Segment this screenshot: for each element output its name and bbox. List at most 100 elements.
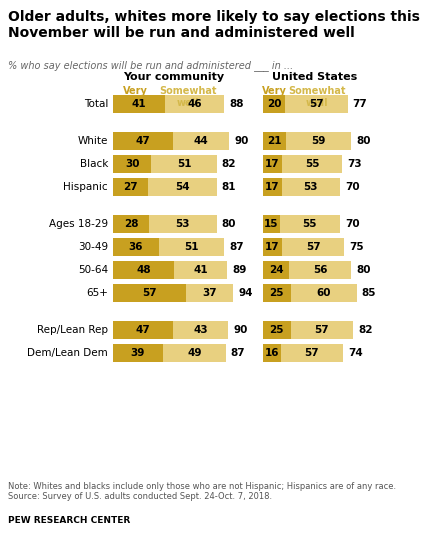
Text: 17: 17 [265, 242, 280, 252]
Text: 73: 73 [347, 159, 362, 169]
Text: United States: United States [272, 72, 357, 82]
Text: 17: 17 [265, 159, 280, 169]
Text: 15: 15 [264, 219, 279, 229]
Text: 59: 59 [312, 136, 326, 146]
Text: Your community: Your community [123, 72, 224, 82]
Text: 37: 37 [203, 288, 217, 298]
Text: 57: 57 [305, 348, 319, 358]
Text: 55: 55 [305, 159, 319, 169]
Bar [281, 344, 343, 362]
Text: 36: 36 [129, 242, 143, 252]
Text: Dem/Lean Dem: Dem/Lean Dem [27, 348, 108, 358]
Text: 17: 17 [265, 182, 280, 192]
Bar [263, 95, 285, 113]
Text: 44: 44 [194, 136, 209, 146]
Text: 39: 39 [131, 348, 145, 358]
Text: 27: 27 [123, 182, 138, 192]
Bar [263, 344, 281, 362]
Text: Black: Black [80, 159, 108, 169]
Text: 87: 87 [229, 242, 244, 252]
Text: 47: 47 [136, 325, 150, 335]
Text: 90: 90 [233, 325, 248, 335]
Bar [113, 215, 149, 233]
Text: 57: 57 [309, 99, 324, 109]
Bar [149, 215, 217, 233]
Text: 53: 53 [176, 219, 190, 229]
Text: 25: 25 [269, 288, 284, 298]
Text: 88: 88 [229, 99, 244, 109]
Text: 89: 89 [232, 265, 246, 275]
Bar [113, 178, 147, 196]
Text: 48: 48 [136, 265, 151, 275]
Bar [282, 178, 340, 196]
Text: 24: 24 [269, 265, 283, 275]
Text: Very
well: Very well [123, 86, 148, 107]
Text: 82: 82 [358, 325, 373, 335]
Text: Ages 18-29: Ages 18-29 [49, 219, 108, 229]
Bar [113, 132, 173, 150]
Text: 54: 54 [175, 182, 189, 192]
Bar [263, 215, 280, 233]
Text: White: White [77, 136, 108, 146]
Text: 70: 70 [345, 219, 360, 229]
Text: 81: 81 [222, 182, 236, 192]
Text: Total: Total [84, 99, 108, 109]
Bar [285, 95, 348, 113]
Bar [263, 284, 290, 302]
Bar [173, 321, 228, 339]
Text: 70: 70 [345, 182, 360, 192]
Bar [263, 238, 282, 256]
Text: 56: 56 [313, 265, 328, 275]
Bar [263, 132, 286, 150]
Text: 57: 57 [142, 288, 157, 298]
Bar [113, 344, 163, 362]
Text: 50-64: 50-64 [78, 265, 108, 275]
Bar [165, 95, 224, 113]
Text: 90: 90 [234, 136, 249, 146]
Bar [147, 178, 217, 196]
Text: 46: 46 [188, 99, 202, 109]
Text: 85: 85 [362, 288, 376, 298]
Text: PEW RESEARCH CENTER: PEW RESEARCH CENTER [8, 516, 130, 525]
Text: 20: 20 [267, 99, 281, 109]
Text: 53: 53 [304, 182, 318, 192]
Text: 94: 94 [238, 288, 253, 298]
Bar [113, 155, 152, 173]
Text: 65+: 65+ [86, 288, 108, 298]
Bar [263, 321, 290, 339]
Text: % who say elections will be run and administered ___ in ...: % who say elections will be run and admi… [8, 60, 293, 71]
Text: Older adults, whites more likely to say elections this
November will be run and : Older adults, whites more likely to say … [8, 10, 420, 40]
Text: 49: 49 [187, 348, 202, 358]
Text: 80: 80 [356, 265, 370, 275]
Text: 80: 80 [222, 219, 236, 229]
Bar [113, 284, 186, 302]
Text: 82: 82 [222, 159, 236, 169]
Text: 75: 75 [349, 242, 364, 252]
Bar [163, 344, 226, 362]
Text: 21: 21 [267, 136, 282, 146]
Text: 41: 41 [193, 265, 208, 275]
Bar [282, 155, 342, 173]
Text: 30-49: 30-49 [78, 242, 108, 252]
Text: 47: 47 [136, 136, 150, 146]
Text: 51: 51 [184, 242, 199, 252]
Text: Note: Whites and blacks include only those who are not Hispanic; Hispanics are o: Note: Whites and blacks include only tho… [8, 482, 396, 501]
Text: Very
well: Very well [261, 86, 286, 107]
Text: Somewhat
well: Somewhat well [159, 86, 216, 107]
Text: 51: 51 [177, 159, 191, 169]
Text: 28: 28 [124, 219, 138, 229]
Text: 43: 43 [193, 325, 208, 335]
Text: Somewhat
well: Somewhat well [288, 86, 346, 107]
Text: 25: 25 [269, 325, 284, 335]
Text: Hispanic: Hispanic [64, 182, 108, 192]
Bar [113, 261, 174, 279]
Text: 87: 87 [231, 348, 245, 358]
Bar [286, 132, 351, 150]
Bar [263, 178, 282, 196]
Text: 57: 57 [306, 242, 320, 252]
Text: Rep/Lean Rep: Rep/Lean Rep [37, 325, 108, 335]
Text: 41: 41 [132, 99, 147, 109]
Bar [113, 238, 159, 256]
Bar [290, 284, 357, 302]
Text: 77: 77 [353, 99, 368, 109]
